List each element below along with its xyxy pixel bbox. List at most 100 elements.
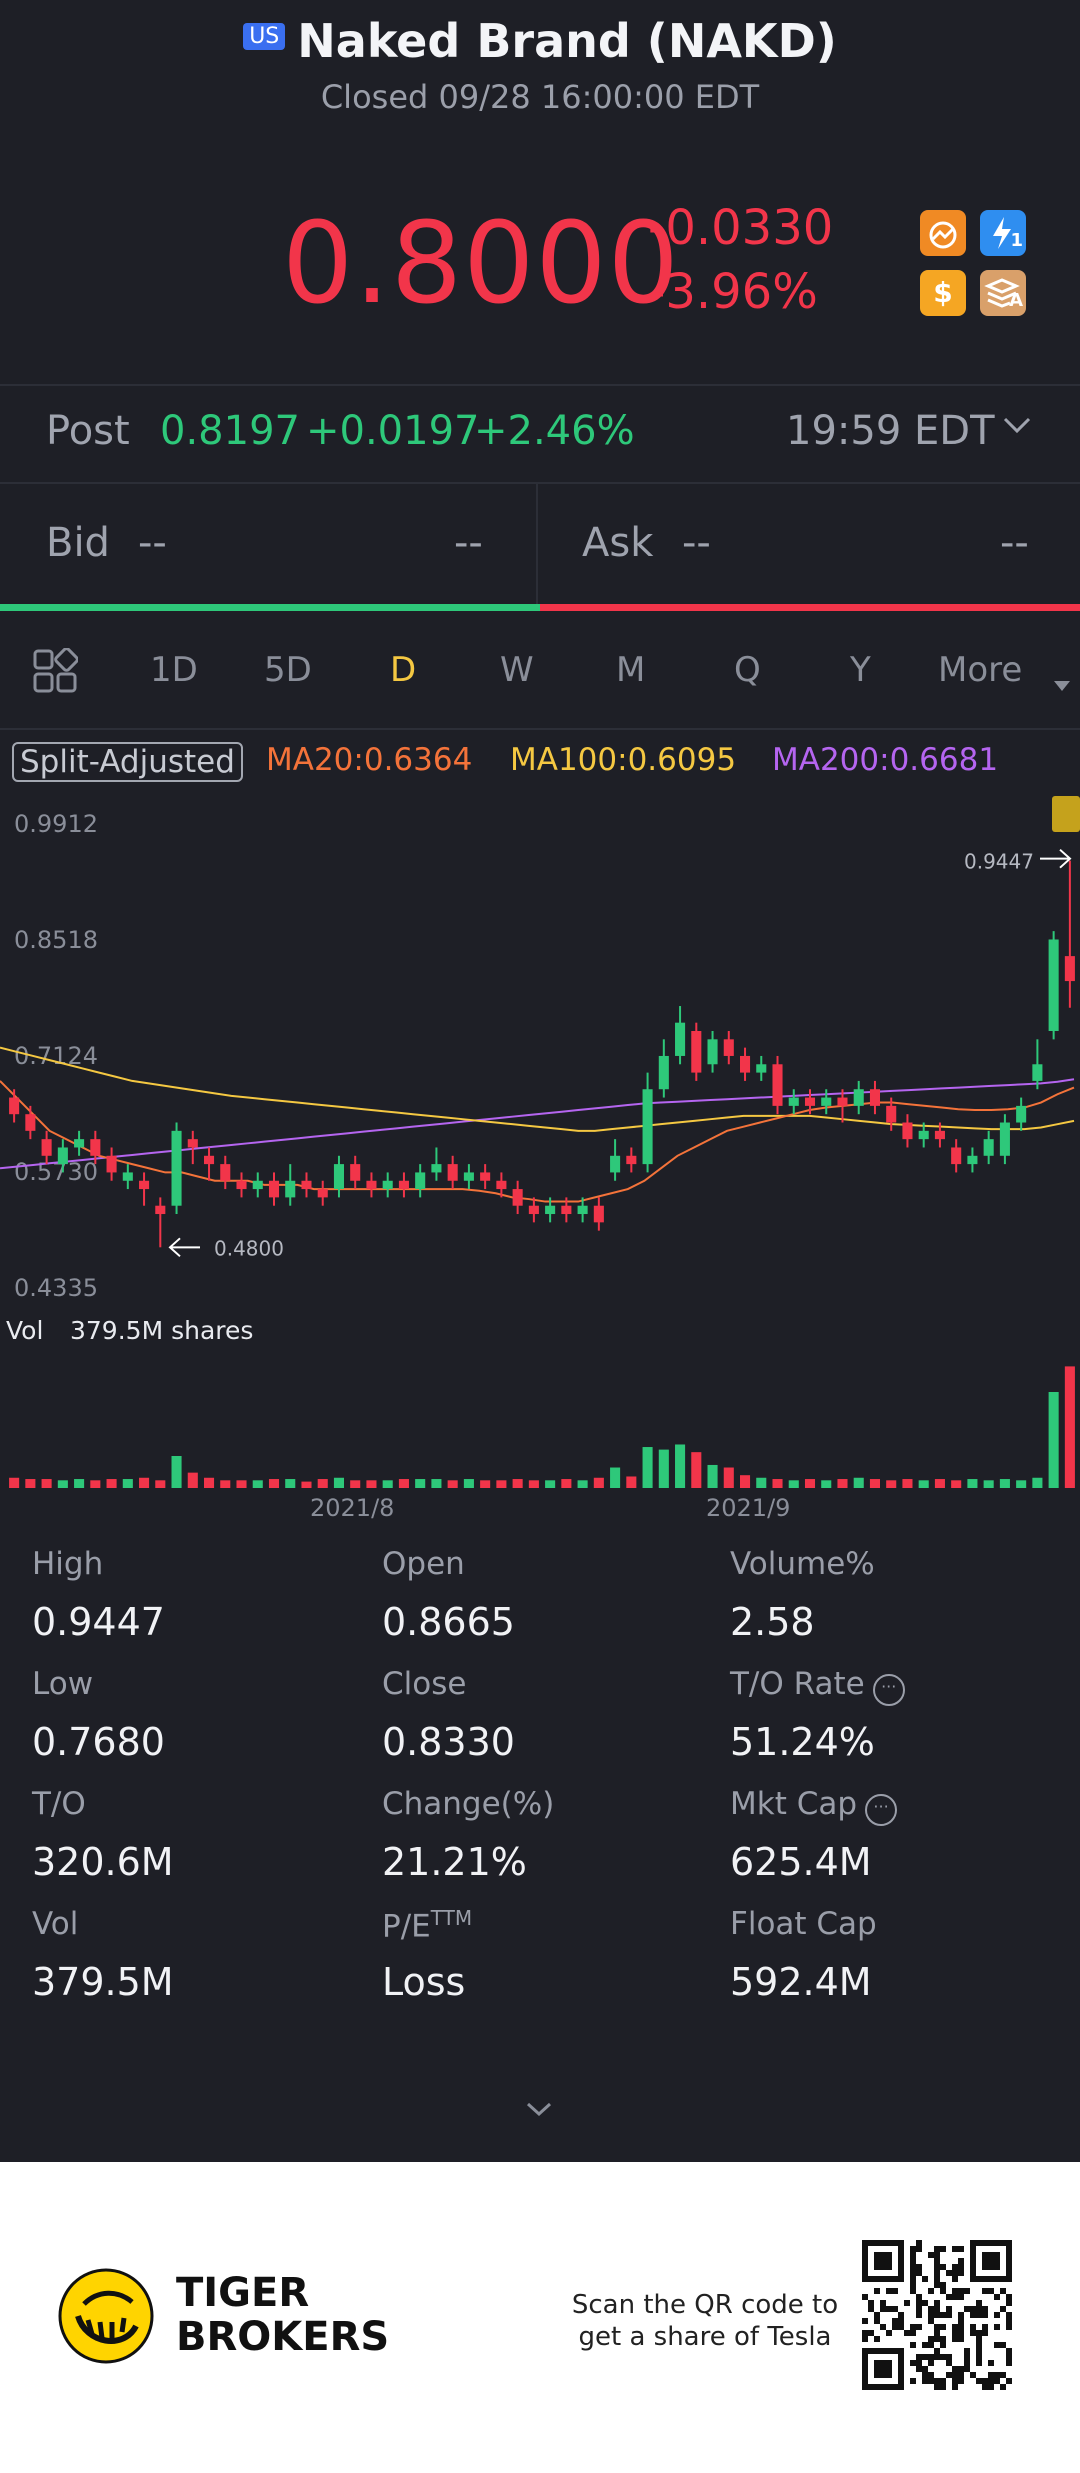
- qr-module: [868, 2384, 874, 2390]
- candle-body: [772, 1064, 783, 1106]
- promo-line-2: get a share of Tesla: [578, 2322, 832, 2352]
- candle-body: [934, 1130, 945, 1140]
- qr-module: [982, 2330, 988, 2336]
- qr-module: [934, 2312, 940, 2318]
- qr-module: [982, 2258, 988, 2264]
- candle-body: [528, 1205, 539, 1215]
- qr-module: [976, 2312, 982, 2318]
- candle-body: [951, 1147, 962, 1165]
- price-panel: 0.8000 -0.0330 -3.96% 1 $ A: [0, 118, 1080, 384]
- last-price: 0.8000: [282, 199, 680, 329]
- candle-body: [333, 1164, 345, 1190]
- candle-body: [642, 1089, 653, 1165]
- high-arrow-icon: [1040, 848, 1072, 869]
- qr-module: [988, 2240, 994, 2246]
- candle-body: [691, 1030, 702, 1073]
- qr-module: [946, 2294, 952, 2300]
- qr-module: [928, 2336, 934, 2342]
- candle-body: [480, 1172, 491, 1181]
- tab-d[interactable]: D: [390, 650, 417, 690]
- qr-module: [880, 2306, 886, 2312]
- qr-module: [1006, 2318, 1012, 2324]
- candle-body: [675, 1022, 686, 1056]
- qr-module: [928, 2306, 934, 2312]
- post-market-row[interactable]: Post 0.8197 +0.0197 +2.46% 19:59 EDT: [0, 386, 1080, 482]
- tab-y[interactable]: Y: [850, 650, 871, 690]
- more-info-icon[interactable]: ···: [872, 1674, 905, 1706]
- qr-module: [874, 2318, 880, 2324]
- qr-module: [898, 2270, 904, 2276]
- volume-bar: [512, 1479, 523, 1488]
- stat-label-pe: P/ETTM: [382, 1906, 472, 1944]
- qr-module: [874, 2288, 880, 2294]
- grid-layout-icon[interactable]: [32, 647, 79, 703]
- candle-body: [301, 1180, 312, 1190]
- qr-module: [952, 2324, 958, 2330]
- qr-module: [952, 2270, 958, 2276]
- tab-w[interactable]: W: [500, 650, 534, 690]
- ask-ratio-bar: [540, 604, 1080, 611]
- layers-icon[interactable]: A: [980, 270, 1026, 316]
- candle-body: [821, 1097, 832, 1106]
- tab-1d[interactable]: 1D: [150, 650, 198, 690]
- tab-q[interactable]: Q: [734, 650, 761, 690]
- qr-module: [910, 2258, 916, 2264]
- candle-body: [25, 1114, 36, 1131]
- expand-chevron-icon[interactable]: [522, 2098, 556, 2124]
- more-info-icon[interactable]: ···: [865, 1794, 898, 1826]
- qr-module: [976, 2240, 982, 2246]
- candlestick-chart[interactable]: 0.99120.85180.71240.57300.43350.94470.48…: [0, 790, 1080, 1550]
- volume-bar: [951, 1480, 962, 1488]
- qr-module: [952, 2372, 958, 2378]
- qr-module: [862, 2276, 868, 2282]
- qr-module: [970, 2258, 976, 2264]
- qr-module: [910, 2288, 916, 2294]
- qr-module: [934, 2252, 940, 2258]
- bid-ratio-bar: [0, 604, 540, 611]
- candle-body: [1032, 1064, 1043, 1081]
- qr-module: [1000, 2288, 1006, 2294]
- chevron-down-icon[interactable]: [1000, 406, 1034, 452]
- volume-bar: [869, 1479, 881, 1488]
- qr-module: [940, 2324, 946, 2330]
- qr-module: [934, 2384, 940, 2390]
- qr-module: [904, 2330, 910, 2336]
- tab-more[interactable]: More: [938, 650, 1023, 690]
- qr-module: [982, 2252, 988, 2258]
- qr-module: [958, 2378, 964, 2384]
- qr-module: [874, 2360, 880, 2366]
- qr-module: [976, 2360, 982, 2366]
- dollar-icon[interactable]: $: [920, 270, 966, 316]
- qr-module: [874, 2276, 880, 2282]
- qr-module: [964, 2288, 970, 2294]
- bid-label: Bid: [46, 520, 110, 566]
- qr-module: [898, 2252, 904, 2258]
- qr-module: [952, 2336, 958, 2342]
- qr-module: [940, 2354, 946, 2360]
- tab-5d[interactable]: 5D: [264, 650, 312, 690]
- qr-module: [898, 2258, 904, 2264]
- qr-module: [910, 2282, 916, 2288]
- qr-module: [862, 2384, 868, 2390]
- caret-down-icon[interactable]: [1052, 662, 1072, 702]
- qr-module: [862, 2246, 868, 2252]
- chart-gauge-icon[interactable]: [920, 210, 966, 256]
- candle-body: [869, 1089, 881, 1106]
- qr-module: [976, 2342, 982, 2348]
- candle-body: [187, 1139, 198, 1148]
- qr-module: [988, 2288, 994, 2294]
- candle-body: [155, 1205, 166, 1215]
- turnover-rate-text: T/O Rate: [730, 1666, 865, 1702]
- qr-module: [886, 2372, 892, 2378]
- candle-body: [74, 1139, 85, 1148]
- qr-module: [952, 2366, 958, 2372]
- qr-module: [892, 2276, 898, 2282]
- tab-m[interactable]: M: [616, 650, 646, 690]
- lightning-icon[interactable]: 1: [980, 210, 1026, 256]
- qr-module: [940, 2264, 946, 2270]
- price-change: -0.0330: [648, 200, 834, 256]
- volume-bar: [41, 1479, 52, 1488]
- qr-module: [892, 2318, 898, 2324]
- split-adjusted-toggle[interactable]: Split-Adjusted: [12, 742, 243, 782]
- candle-body: [999, 1122, 1010, 1156]
